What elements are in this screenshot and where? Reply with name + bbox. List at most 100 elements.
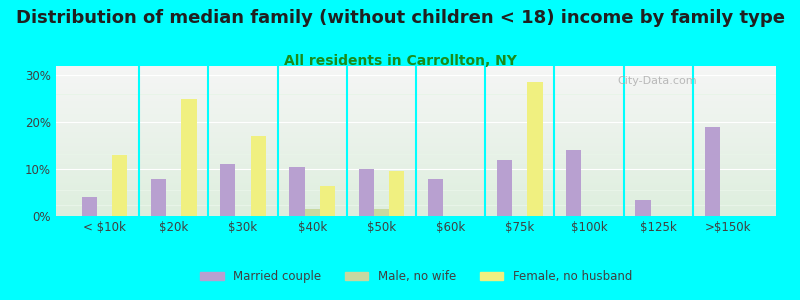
Bar [56, 66, 776, 68]
Bar [56, 123, 776, 124]
Bar [56, 154, 776, 156]
Bar [56, 96, 776, 98]
Bar [497, 160, 512, 216]
Bar [56, 162, 776, 164]
Bar [374, 209, 389, 216]
Bar [112, 155, 127, 216]
Bar [56, 102, 776, 104]
Bar [56, 112, 776, 114]
Bar [56, 174, 776, 176]
Text: City-Data.com: City-Data.com [618, 76, 698, 86]
Bar [56, 126, 776, 128]
Bar [56, 212, 776, 213]
Bar [56, 207, 776, 208]
Bar [250, 136, 266, 216]
Bar [56, 152, 776, 153]
Bar [56, 214, 776, 216]
Bar [56, 135, 776, 136]
Bar [56, 110, 776, 111]
Bar [56, 146, 776, 147]
Bar [56, 196, 776, 198]
Bar [56, 186, 776, 188]
Bar [56, 153, 776, 154]
Bar [56, 138, 776, 140]
Bar [56, 68, 776, 69]
Bar [56, 80, 776, 81]
Bar [56, 69, 776, 70]
Text: All residents in Carrollton, NY: All residents in Carrollton, NY [283, 54, 517, 68]
Bar [56, 182, 776, 183]
Bar [56, 116, 776, 117]
Bar [56, 130, 776, 132]
Bar [56, 87, 776, 88]
Bar [56, 99, 776, 100]
Bar [56, 93, 776, 94]
Bar [305, 209, 320, 216]
Bar [56, 188, 776, 189]
Bar [56, 190, 776, 192]
Bar [56, 103, 776, 105]
Bar [56, 140, 776, 141]
Bar [56, 129, 776, 130]
Bar [56, 171, 776, 172]
Bar [56, 106, 776, 108]
Bar [56, 168, 776, 170]
Bar [428, 178, 443, 216]
Bar [56, 108, 776, 110]
Bar [56, 72, 776, 74]
Bar [56, 70, 776, 72]
Bar [56, 208, 776, 210]
Bar [56, 202, 776, 204]
Bar [220, 164, 235, 216]
Bar [151, 178, 166, 216]
Bar [56, 180, 776, 182]
Bar [56, 194, 776, 195]
Bar [566, 150, 582, 216]
Bar [56, 165, 776, 166]
Bar [56, 200, 776, 201]
Bar [56, 78, 776, 80]
Bar [56, 76, 776, 78]
Bar [56, 142, 776, 144]
Bar [527, 82, 542, 216]
Bar [56, 128, 776, 129]
Bar [56, 178, 776, 180]
Bar [56, 90, 776, 92]
Bar [56, 82, 776, 84]
Bar [82, 197, 97, 216]
Bar [56, 84, 776, 86]
Bar [56, 172, 776, 174]
Bar [56, 210, 776, 212]
Bar [56, 134, 776, 135]
Bar [320, 185, 335, 216]
Bar [56, 81, 776, 82]
Bar [56, 136, 776, 138]
Bar [56, 150, 776, 152]
Bar [56, 141, 776, 142]
Bar [56, 144, 776, 146]
Bar [56, 204, 776, 206]
Bar [56, 159, 776, 160]
Bar [56, 213, 776, 214]
Bar [56, 114, 776, 116]
Bar [56, 117, 776, 118]
Bar [56, 201, 776, 202]
Bar [635, 200, 650, 216]
Bar [56, 160, 776, 162]
Legend: Married couple, Male, no wife, Female, no husband: Married couple, Male, no wife, Female, n… [195, 266, 637, 288]
Bar [358, 169, 374, 216]
Bar [56, 122, 776, 123]
Bar [56, 100, 776, 102]
Bar [56, 195, 776, 196]
Bar [56, 148, 776, 150]
Bar [56, 176, 776, 177]
Bar [56, 132, 776, 134]
Bar [56, 206, 776, 207]
Bar [182, 99, 197, 216]
Bar [56, 189, 776, 190]
Bar [56, 177, 776, 178]
Bar [56, 156, 776, 158]
Bar [56, 184, 776, 186]
Bar [56, 192, 776, 194]
Bar [56, 167, 776, 168]
